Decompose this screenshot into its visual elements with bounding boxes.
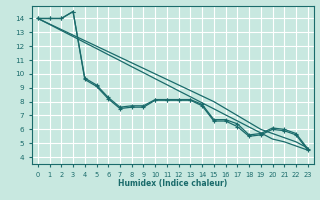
- X-axis label: Humidex (Indice chaleur): Humidex (Indice chaleur): [118, 179, 228, 188]
